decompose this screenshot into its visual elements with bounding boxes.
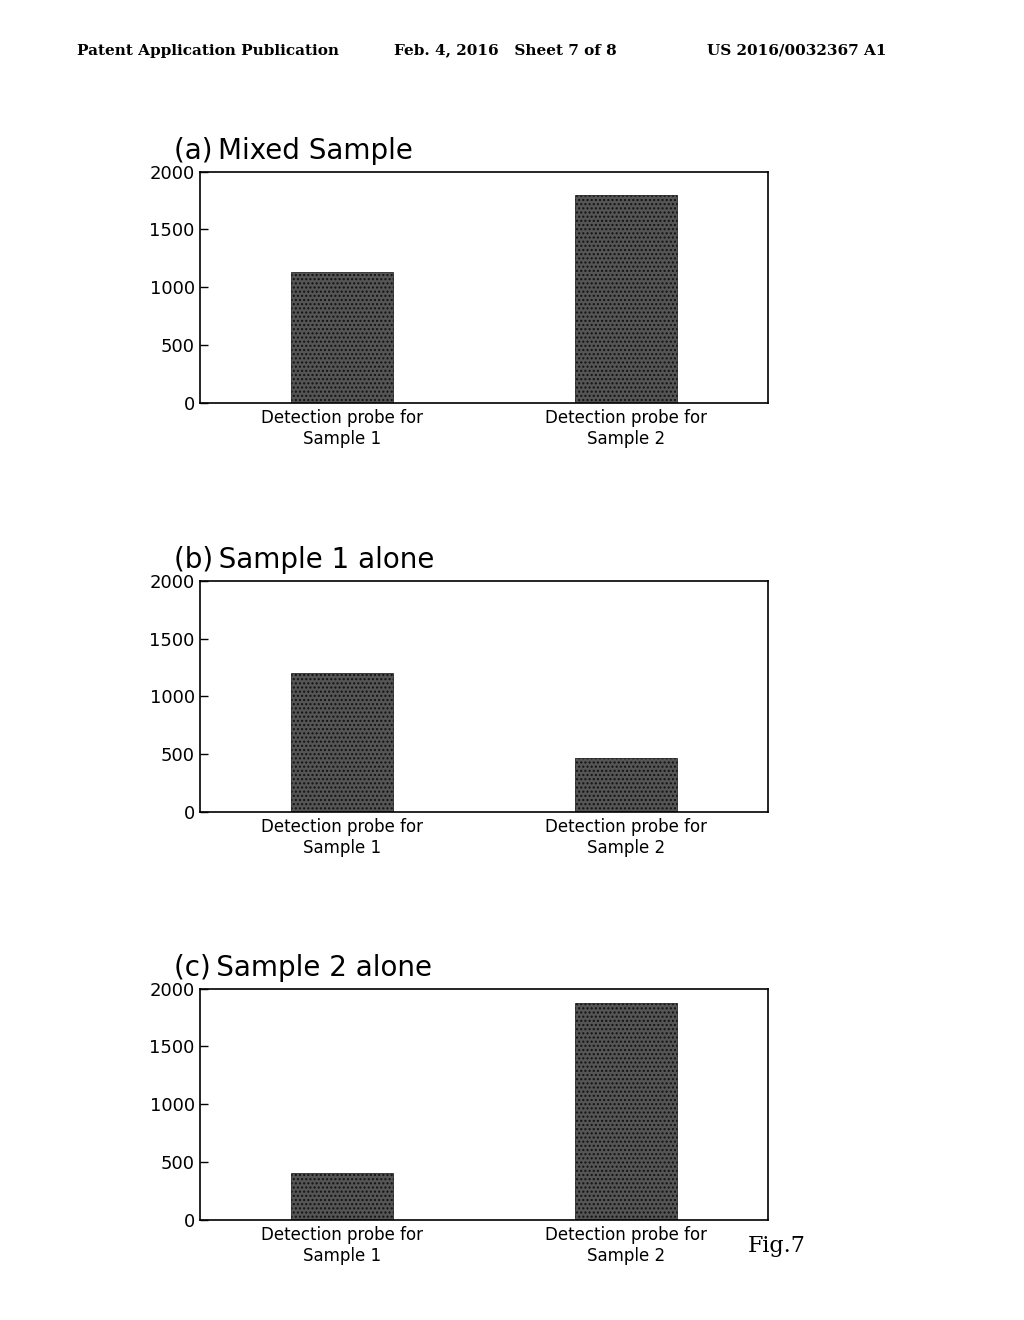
Bar <box>291 1173 393 1220</box>
Bar <box>291 673 393 812</box>
Text: Detection probe for
Sample 2: Detection probe for Sample 2 <box>545 818 707 857</box>
Bar <box>574 758 677 812</box>
Text: US 2016/0032367 A1: US 2016/0032367 A1 <box>707 44 886 58</box>
Text: Detection probe for
Sample 1: Detection probe for Sample 1 <box>261 818 423 857</box>
Text: (a) Mixed Sample: (a) Mixed Sample <box>174 137 413 165</box>
Text: Detection probe for
Sample 1: Detection probe for Sample 1 <box>261 409 423 447</box>
Text: Detection probe for
Sample 2: Detection probe for Sample 2 <box>545 1226 707 1265</box>
Text: Feb. 4, 2016   Sheet 7 of 8: Feb. 4, 2016 Sheet 7 of 8 <box>394 44 617 58</box>
Text: Detection probe for
Sample 1: Detection probe for Sample 1 <box>261 1226 423 1265</box>
Text: Patent Application Publication: Patent Application Publication <box>77 44 339 58</box>
Text: (c) Sample 2 alone: (c) Sample 2 alone <box>174 954 432 982</box>
Bar <box>574 195 677 403</box>
Bar <box>291 272 393 403</box>
Text: Fig.7: Fig.7 <box>748 1234 806 1257</box>
Bar <box>574 1003 677 1220</box>
Text: Detection probe for
Sample 2: Detection probe for Sample 2 <box>545 409 707 447</box>
Text: (b) Sample 1 alone: (b) Sample 1 alone <box>174 546 434 574</box>
